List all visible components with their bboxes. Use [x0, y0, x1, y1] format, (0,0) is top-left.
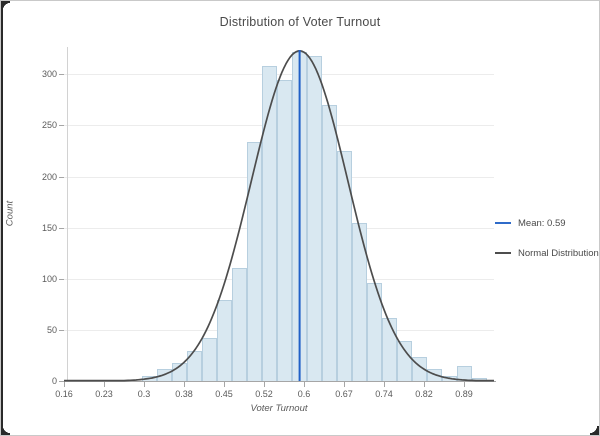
- window-edge: [1, 1, 3, 435]
- y-tick-label: 50: [46, 324, 57, 335]
- x-tick-label: 0.16: [55, 389, 73, 399]
- x-tick-label: 0.82: [415, 389, 433, 399]
- x-tick-mark: [144, 382, 145, 387]
- y-tick-mark: [59, 227, 64, 229]
- x-axis-title: Voter Turnout: [250, 403, 308, 414]
- histogram-bar[interactable]: [412, 356, 428, 381]
- gridline: [64, 74, 494, 76]
- histogram-bar[interactable]: [427, 368, 443, 381]
- x-tick-mark: [424, 382, 425, 387]
- x-tick-mark: [464, 382, 465, 387]
- x-tick-label: 0.6: [297, 389, 311, 399]
- x-axis-line: [64, 381, 496, 382]
- histogram-bar[interactable]: [262, 66, 278, 381]
- histogram-bar[interactable]: [157, 368, 173, 381]
- y-tick-mark: [59, 381, 64, 382]
- corner-mask: [1, 1, 10, 10]
- histogram-bar[interactable]: [202, 338, 218, 381]
- y-tick-label: 150: [41, 222, 57, 233]
- histogram-bar[interactable]: [247, 141, 263, 381]
- y-tick-mark: [59, 278, 64, 280]
- histogram-bar[interactable]: [397, 341, 413, 381]
- corner-mask: [590, 426, 599, 435]
- histogram-bar[interactable]: [337, 151, 353, 381]
- y-axis-title: Count: [4, 200, 16, 227]
- histogram-bar[interactable]: [367, 282, 383, 381]
- x-tick-mark: [64, 382, 65, 387]
- histogram-bar[interactable]: [172, 362, 188, 381]
- histogram-bar[interactable]: [307, 55, 323, 381]
- y-tick-label: 200: [41, 171, 57, 182]
- legend-label-mean: Mean: 0.59: [518, 217, 566, 229]
- chart-title: Distribution of Voter Turnout: [219, 15, 381, 29]
- x-tick-mark: [344, 382, 345, 387]
- histogram-bar[interactable]: [322, 105, 338, 381]
- x-tick-mark: [224, 382, 225, 387]
- y-tick-mark: [59, 176, 64, 178]
- x-tick-label: 0.38: [175, 389, 193, 399]
- x-tick-label: 0.3: [137, 389, 151, 399]
- x-tick-mark: [264, 382, 265, 387]
- x-tick-label: 0.52: [255, 389, 273, 399]
- x-tick-mark: [304, 382, 305, 387]
- histogram-bar[interactable]: [217, 300, 233, 381]
- histogram-bar[interactable]: [187, 351, 203, 381]
- y-tick-label: 300: [41, 69, 57, 80]
- y-tick-label: 0: [51, 376, 57, 386]
- y-axis-line: [67, 47, 68, 381]
- histogram-bar[interactable]: [382, 317, 398, 381]
- legend: Mean: 0.59 Normal Distribution: [495, 217, 599, 277]
- x-tick-label: 0.23: [95, 389, 113, 399]
- legend-item-normal-distribution[interactable]: Normal Distribution: [495, 247, 599, 259]
- y-tick-label: 100: [41, 273, 57, 284]
- x-tick-label: 0.67: [335, 389, 353, 399]
- mean-line-swatch-icon: [495, 222, 511, 224]
- legend-item-mean[interactable]: Mean: 0.59: [495, 217, 599, 229]
- histogram-bar[interactable]: [292, 51, 308, 381]
- y-tick-mark: [59, 125, 64, 127]
- y-tick-label: 250: [41, 120, 57, 131]
- corner-mask: [1, 426, 10, 435]
- x-tick-label: 0.74: [375, 389, 393, 399]
- histogram-bar[interactable]: [232, 267, 248, 381]
- y-tick-mark: [59, 329, 64, 331]
- normal-curve-swatch-icon: [495, 252, 511, 254]
- x-tick-label: 0.89: [455, 389, 473, 399]
- histogram-bar[interactable]: [457, 365, 473, 381]
- histogram-bar[interactable]: [352, 222, 368, 381]
- x-tick-mark: [384, 382, 385, 387]
- x-tick-label: 0.45: [215, 389, 233, 399]
- legend-label-normal-distribution: Normal Distribution: [518, 247, 599, 259]
- histogram-bar[interactable]: [277, 79, 293, 381]
- x-tick-mark: [184, 382, 185, 387]
- x-tick-mark: [104, 382, 105, 387]
- y-tick-mark: [59, 74, 64, 76]
